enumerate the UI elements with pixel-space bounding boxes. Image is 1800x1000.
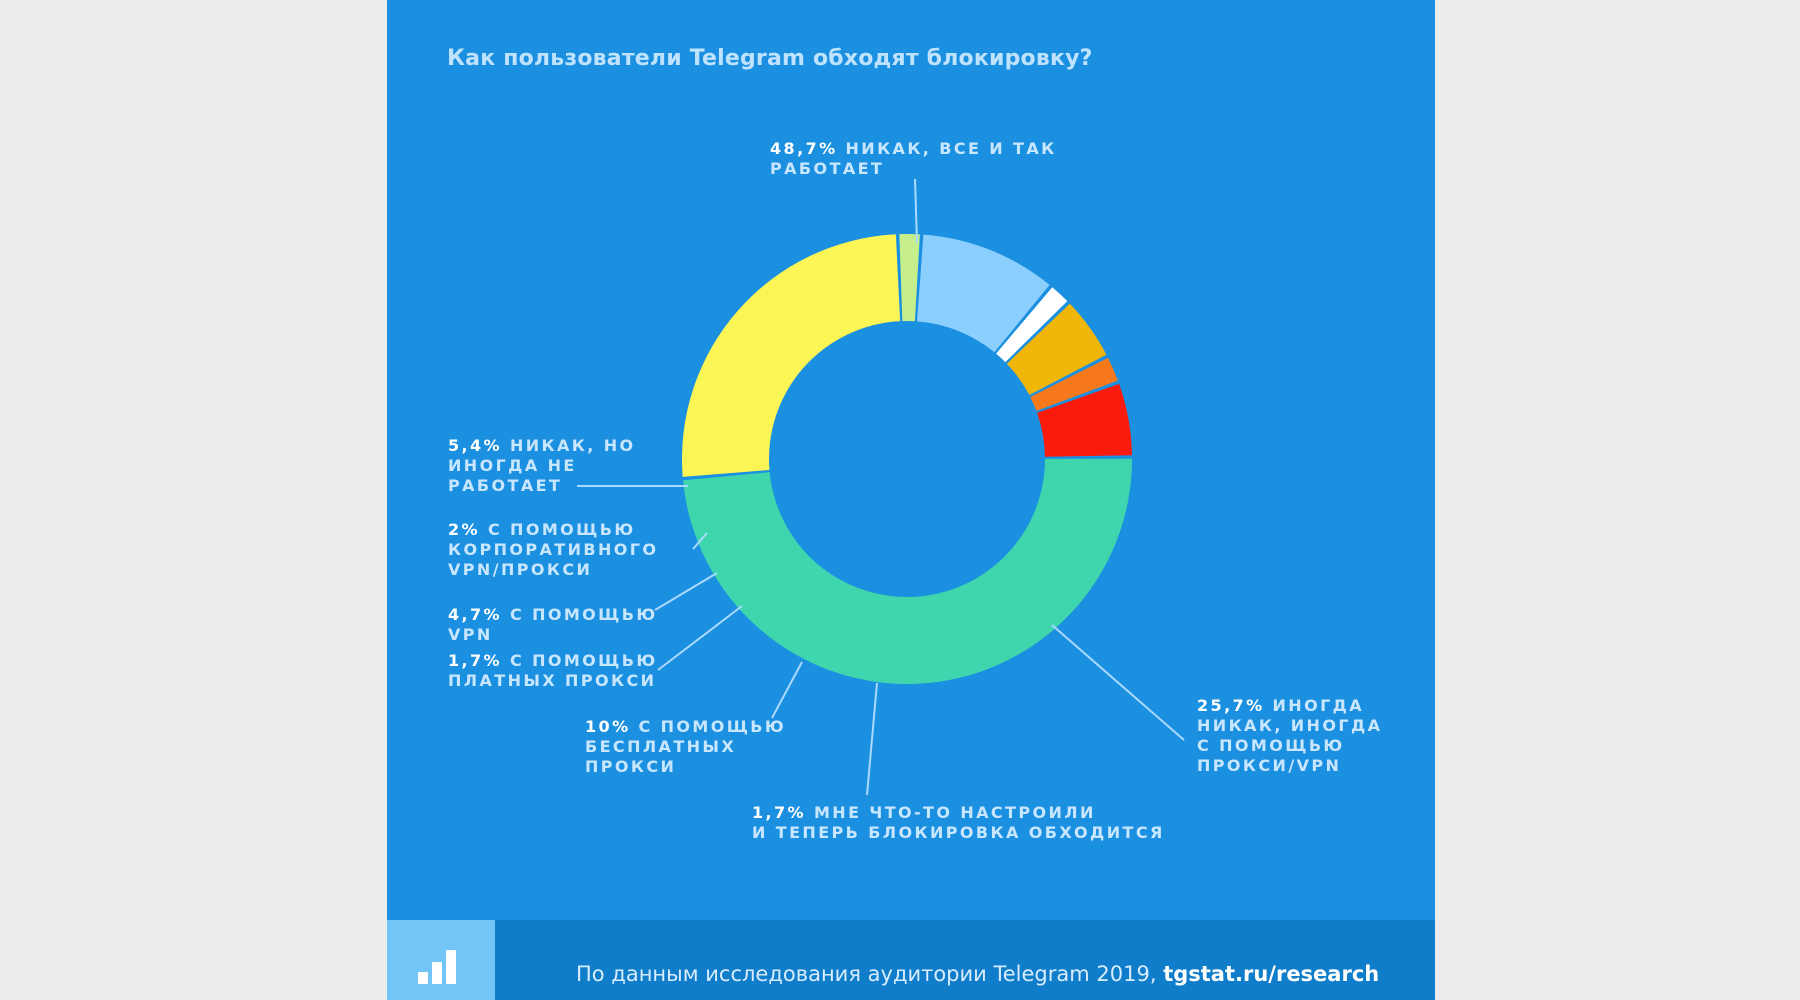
leader-lines-layer [577,178,1185,796]
slice-label-line: С ПОМОЩЬЮ [1197,736,1345,755]
logo-bar-icon [432,962,442,984]
slice-label: 10% С ПОМОЩЬЮ БЕСПЛАТНЫХ ПРОКСИ [585,717,786,776]
slice-label-line: ПЛАТНЫХ ПРОКСИ [448,671,656,690]
slice-percent-label: 1,7% [448,651,510,670]
slice-label-line: ПРОКСИ [585,757,676,776]
slice-percent-label: 10% [585,717,638,736]
logo-bar-icon [418,972,428,984]
slice-percent-label: 5,4% [448,436,510,455]
slice-label-line: РАБОТАЕТ [448,476,562,495]
leader-line [1051,624,1185,741]
donut-slice [683,458,1132,685]
slice-percent-label: 4,7% [448,605,510,624]
slice-label-line: 48,7% НИКАК, ВСЕ И ТАК [770,139,1057,158]
slice-label: 1,7% МНЕ ЧТО-ТО НАСТРОИЛИ И ТЕПЕРЬ БЛОКИР… [752,803,1165,842]
slice-label-line: 25,7% ИНОГДА [1197,696,1364,715]
slice-label-line: ПРОКСИ/VPN [1197,756,1341,775]
slice-label-line: БЕСПЛАТНЫХ [585,737,736,756]
slice-label: 25,7% ИНОГДА НИКАК, ИНОГДА С ПОМОЩЬЮ ПРОКСИ… [1197,696,1382,775]
leader-line [914,178,918,244]
slice-label-line: КОРПОРАТИВНОГО [448,540,658,559]
chart-title: Как пользователи Telegram обходят блокир… [447,46,1093,71]
source-text: По данным исследования аудитории Telegra… [576,962,1164,986]
slice-label-line: VPN [448,625,493,644]
donut-slice [899,234,920,322]
leader-line [654,572,718,611]
slice-label: 48,7% НИКАК, ВСЕ И ТАК РАБОТАЕТ [770,139,1057,178]
source-caption: По данным исследования аудитории Telegra… [576,962,1379,986]
leader-line [657,605,743,671]
infographic-card: Как пользователи Telegram обходят блокир… [387,0,1435,1000]
donut-slice [917,234,1050,353]
donut-slice [682,234,901,477]
source-link[interactable]: tgstat.ru/research [1163,962,1380,986]
slice-label: 5,4% НИКАК, НО ИНОГДА НЕ РАБОТАЕТ [448,436,636,495]
slice-percent-label: 1,7% [752,803,814,822]
slices-layer [682,234,1132,685]
slice-percent-label: 2% [448,520,488,539]
tgstat-logo [387,920,495,1000]
footer: По данным исследования аудитории Telegra… [387,920,1435,1000]
donut-slice [1030,357,1118,411]
donut-slice [1037,383,1132,457]
slice-label-line: РАБОТАЕТ [770,159,884,178]
slice-label-line: НИКАК, ИНОГДА [1197,716,1382,735]
slice-label-line: 4,7% С ПОМОЩЬЮ [448,605,658,624]
donut-slice [996,287,1068,363]
slice-percent-label: 25,7% [1197,696,1272,715]
leader-line [866,682,878,796]
slice-label: 1,7% С ПОМОЩЬЮ ПЛАТНЫХ ПРОКСИ [448,651,658,690]
donut-slice [1006,303,1107,396]
slice-label-line: 1,7% МНЕ ЧТО-ТО НАСТРОИЛИ [752,803,1096,822]
slice-label-line: И ТЕПЕРЬ БЛОКИРОВКА ОБХОДИТСЯ [752,823,1165,842]
slice-label: 4,7% С ПОМОЩЬЮ VPN [448,605,658,644]
leader-line [771,661,803,719]
slice-label-line: ИНОГДА НЕ [448,456,577,475]
slice-label-line: 10% С ПОМОЩЬЮ [585,717,786,736]
slice-label-line: 1,7% С ПОМОЩЬЮ [448,651,658,670]
slice-label-line: VPN/ПРОКСИ [448,560,592,579]
logo-bar-icon [446,950,456,984]
slice-percent-label: 48,7% [770,139,845,158]
slice-label-line: 2% С ПОМОЩЬЮ [448,520,636,539]
slice-label-line: 5,4% НИКАК, НО [448,436,636,455]
leader-line [692,532,708,550]
slice-label: 2% С ПОМОЩЬЮ КОРПОРАТИВНОГО VPN/ПРОКСИ [448,520,658,579]
